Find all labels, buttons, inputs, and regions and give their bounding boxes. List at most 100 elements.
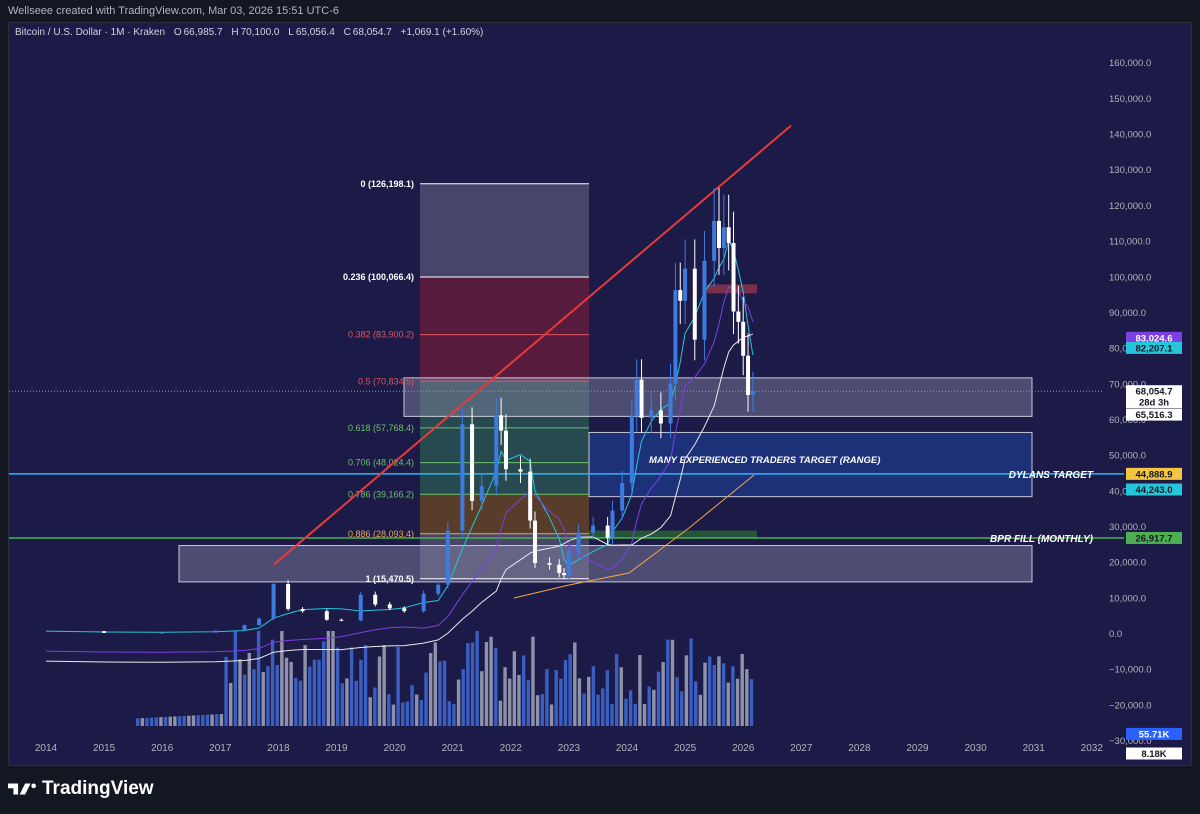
volume-bar xyxy=(642,703,647,726)
volume-bar xyxy=(577,678,582,726)
volume-bar xyxy=(359,659,363,726)
volume-bar xyxy=(242,674,247,726)
range-box-lower xyxy=(178,545,1033,583)
volume-bar xyxy=(219,714,224,726)
y-tick-label: 110,000.0 xyxy=(1109,237,1151,248)
x-tick-label: 2032 xyxy=(1081,743,1104,754)
chart-pane[interactable]: 0 (126,198.1) 0.236 (100,066.4) 0.382 (83,… xyxy=(8,22,1192,766)
bpr-zone xyxy=(589,530,757,538)
x-tick-label: 2026 xyxy=(732,743,755,754)
x-tick-label: 2021 xyxy=(442,743,465,754)
volume-bar xyxy=(721,663,726,726)
candle-body xyxy=(324,611,329,620)
candle-body xyxy=(460,424,465,531)
symbol-name[interactable]: Bitcoin / U.S. Dollar · 1M · Kraken xyxy=(15,27,166,38)
y-tick-label: 0.0 xyxy=(1109,629,1122,640)
candle-body xyxy=(102,631,107,633)
fib-label-0.618: 0.618 (57,768.4) xyxy=(348,423,414,433)
volume-bar xyxy=(475,631,479,726)
y-tick-label: 140,000.0 xyxy=(1109,130,1151,141)
volume-bar xyxy=(614,654,619,726)
volume-bar xyxy=(628,690,633,726)
volume-bar xyxy=(745,669,749,726)
volume-bar xyxy=(415,694,419,726)
volume-bar xyxy=(619,667,623,726)
volume-bar xyxy=(349,647,354,726)
low-label: L xyxy=(288,27,294,38)
volume-bar xyxy=(656,671,661,726)
volume-bar xyxy=(340,683,344,726)
candle-body xyxy=(716,220,721,248)
candle-body xyxy=(533,520,538,564)
fib-label-0.382: 0.382 (83,900.2) xyxy=(348,330,414,340)
volume-bar xyxy=(698,694,703,726)
ma-mid-line xyxy=(45,285,754,653)
candle-body xyxy=(339,619,344,621)
x-tick-label: 2014 xyxy=(35,743,58,754)
price-tag-label: 68,054.7 xyxy=(1136,387,1173,398)
price-tag-label: 28d 3h xyxy=(1139,398,1169,409)
y-tick-label: 10,000.0 xyxy=(1109,593,1146,604)
candle-body xyxy=(528,471,533,521)
volume-bar xyxy=(447,701,451,726)
y-tick-label: 100,000.0 xyxy=(1109,272,1151,283)
volume-bar xyxy=(484,641,489,726)
candle-body xyxy=(566,551,571,576)
volume-bar xyxy=(433,642,437,726)
volume-bar xyxy=(419,699,424,726)
candle-body xyxy=(668,383,673,424)
volume-bar xyxy=(405,701,410,726)
target-range-box xyxy=(588,431,1033,498)
volume-bar xyxy=(452,703,456,726)
open-value: 66,985.7 xyxy=(183,27,223,38)
x-tick-label: 2019 xyxy=(325,743,348,754)
y-tick-label: 160,000.0 xyxy=(1109,58,1151,69)
volume-bar xyxy=(624,698,628,726)
volume-bar xyxy=(322,641,326,726)
volume-bar xyxy=(154,717,158,726)
volume-bar xyxy=(196,715,200,726)
volume-bar xyxy=(401,702,405,726)
candle-body xyxy=(402,608,407,612)
volume-bar xyxy=(210,714,214,726)
candle-body xyxy=(629,416,634,484)
candle-body xyxy=(421,593,426,612)
volume-bar xyxy=(680,691,684,726)
volume-bar xyxy=(387,694,391,726)
y-tick-label: 120,000.0 xyxy=(1109,201,1151,212)
y-tick-label: 150,000.0 xyxy=(1109,94,1151,105)
volume-bar xyxy=(652,689,656,726)
y-tick-label: −20,000.0 xyxy=(1109,700,1152,711)
volume-bars xyxy=(136,631,754,726)
candle-body xyxy=(639,379,644,418)
high-value: 70,100.0 xyxy=(240,27,280,38)
price-chart[interactable]: 0 (126,198.1) 0.236 (100,066.4) 0.382 (83,… xyxy=(9,23,1191,765)
candle-body xyxy=(736,311,741,322)
price-tag-bg xyxy=(1126,531,1182,544)
volume-bar xyxy=(466,643,470,726)
x-tick-label: 2025 xyxy=(674,743,697,754)
volume-bar xyxy=(308,666,312,726)
candle-body xyxy=(242,625,247,631)
candle-body xyxy=(576,532,581,552)
volume-bar xyxy=(573,642,577,726)
candle-body xyxy=(562,572,567,576)
volume-bar xyxy=(749,679,754,726)
candle-body xyxy=(499,415,504,431)
price-tag-bg xyxy=(1126,467,1182,480)
candle-body xyxy=(445,530,450,585)
x-tick-label: 2024 xyxy=(616,743,639,754)
volume-bar xyxy=(168,716,172,726)
volume-bar xyxy=(489,636,493,726)
x-tick-label: 2022 xyxy=(500,743,523,754)
volume-bar xyxy=(726,682,730,726)
volume-bar xyxy=(149,717,154,726)
volume-bar xyxy=(666,639,670,726)
trendline xyxy=(273,124,792,566)
volume-bar xyxy=(694,681,698,726)
volume-bar xyxy=(303,645,307,726)
volume-bar xyxy=(568,654,572,726)
candle-body xyxy=(373,594,378,605)
y-tick-label: 20,000.0 xyxy=(1109,558,1146,569)
fib-zone-red xyxy=(420,277,589,382)
